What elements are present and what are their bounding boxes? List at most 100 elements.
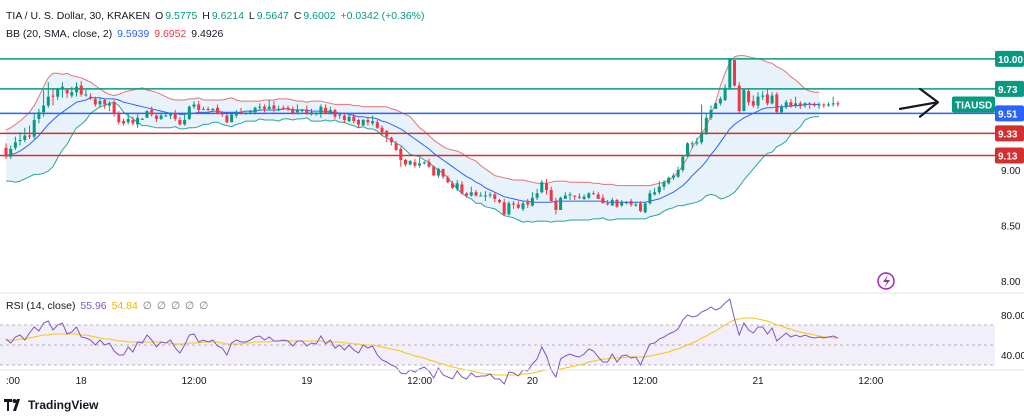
candle-body-58 [277,108,281,110]
level-tag-label-2: 9.51 [998,109,1018,120]
candle-body-56 [267,106,271,109]
time-tick-label-3: 19 [301,376,313,387]
rsi-line [5,298,839,385]
rsi-tick-label-1: 40.00 [1001,351,1024,362]
candle-body-16 [79,85,83,95]
bb-upper-value: 9.6952 [154,28,187,40]
candle-body-177 [836,103,840,105]
candle-body-46 [220,113,224,115]
candle-body-92 [436,168,440,176]
bb-fill [6,55,820,223]
rsi-extra-1: ∅ [142,300,152,312]
candle-body-94 [446,177,450,183]
candle-body-0 [4,147,8,157]
candle-body-6 [32,120,36,137]
candle-body-75 [357,120,360,125]
tradingview-footer[interactable]: TradingView [4,398,98,412]
candle-body-138 [653,192,657,195]
candle-body-82 [389,137,393,143]
level-tag-bg-1 [995,80,1024,97]
level-tag-label-1: 9.73 [998,85,1018,96]
bb-basis-line [5,97,820,203]
candle-body-81 [385,131,389,137]
symbol-legend: TIA / U. S. Dollar, 30, KRAKEN O 9.5775 H… [6,10,427,22]
time-tick-label-0: :00 [6,376,20,387]
candle-body-128 [606,203,610,205]
candlestick-series [4,57,840,216]
low-value: 9.5647 [256,10,289,22]
candle-body-160 [756,96,760,106]
rsi-legend: RSI (14, close) 55.96 54.84 ∅ ∅ ∅ ∅ ∅ [6,300,210,312]
candle-body-11 [56,88,60,97]
candle-body-25 [122,121,125,124]
candle-body-135 [639,203,642,212]
candle-body-41 [197,104,201,110]
candle-body-65 [310,112,313,115]
time-tick-label-6: 12:00 [633,376,658,387]
candle-body-175 [827,104,830,106]
candle-body-136 [643,203,647,213]
candle-body-47 [225,115,229,123]
candle-body-129 [610,200,614,206]
annotations: TIAUSD [877,87,995,290]
rsi-band [0,325,995,365]
time-tick-label-2: 12:00 [181,376,206,387]
rsi-pane: 80.00 40.00 [0,292,1024,385]
candle-body-155 [733,60,736,86]
bb-legend: BB (20, SMA, close, 2) 9.5939 9.6952 9.4… [6,28,225,40]
rsi-sma-value: 54.84 [111,300,138,312]
candle-body-35 [169,113,172,116]
candle-body-86 [408,161,412,165]
candle-body-36 [173,113,177,119]
candle-body-98 [465,193,469,196]
candle-body-80 [380,127,384,133]
candle-body-64 [305,110,309,115]
candle-body-88 [418,163,422,166]
candle-body-145 [686,143,689,157]
candle-body-50 [239,112,243,114]
candle-body-137 [648,193,652,204]
high-label: H [202,10,210,22]
candle-body-167 [789,102,793,107]
candle-body-79 [375,122,379,128]
candle-body-93 [441,168,445,177]
candle-body-13 [65,90,69,94]
rsi-sma-line [6,317,838,376]
candle-body-74 [352,116,356,122]
candle-body-115 [545,183,548,190]
candle-body-101 [479,195,483,197]
symbol-tag: TIAUSD [952,96,995,113]
candle-body-99 [469,192,473,196]
open-label: O [155,10,164,22]
candle-body-2 [13,142,17,148]
level-tag-bg-4 [995,147,1024,164]
price-tick-label-2: 9.00 [1001,166,1021,177]
candle-body-45 [216,107,219,114]
rsi-extra-3: ∅ [170,300,181,312]
bb-basis-value: 9.5939 [117,28,150,40]
candle-body-150 [709,110,713,118]
candle-body-134 [634,204,638,206]
candle-body-146 [690,143,694,145]
candle-body-103 [488,194,492,196]
candle-body-159 [751,101,755,106]
rsi-extra-2: ∅ [156,300,167,312]
symbol-tag-label: TIAUSD [955,100,992,111]
candle-body-112 [530,197,534,206]
rsi-label: RSI (14, close) [6,300,76,312]
close-label: C [293,10,302,22]
change-value: +0.0342 (+0.36%) [340,10,425,22]
lightning-icon [877,272,895,290]
candle-body-72 [342,115,346,120]
candle-body-141 [667,177,671,184]
candle-body-157 [742,90,746,112]
tradingview-logo-icon [4,399,20,411]
lightning-bolt [883,275,890,288]
candle-body-54 [258,106,262,108]
time-tick-label-8: 12:00 [858,376,883,387]
level-tag-0: 10.00 [995,50,1024,67]
low-label: L [248,10,255,22]
candle-body-122 [577,196,581,198]
candle-body-151 [714,103,718,109]
